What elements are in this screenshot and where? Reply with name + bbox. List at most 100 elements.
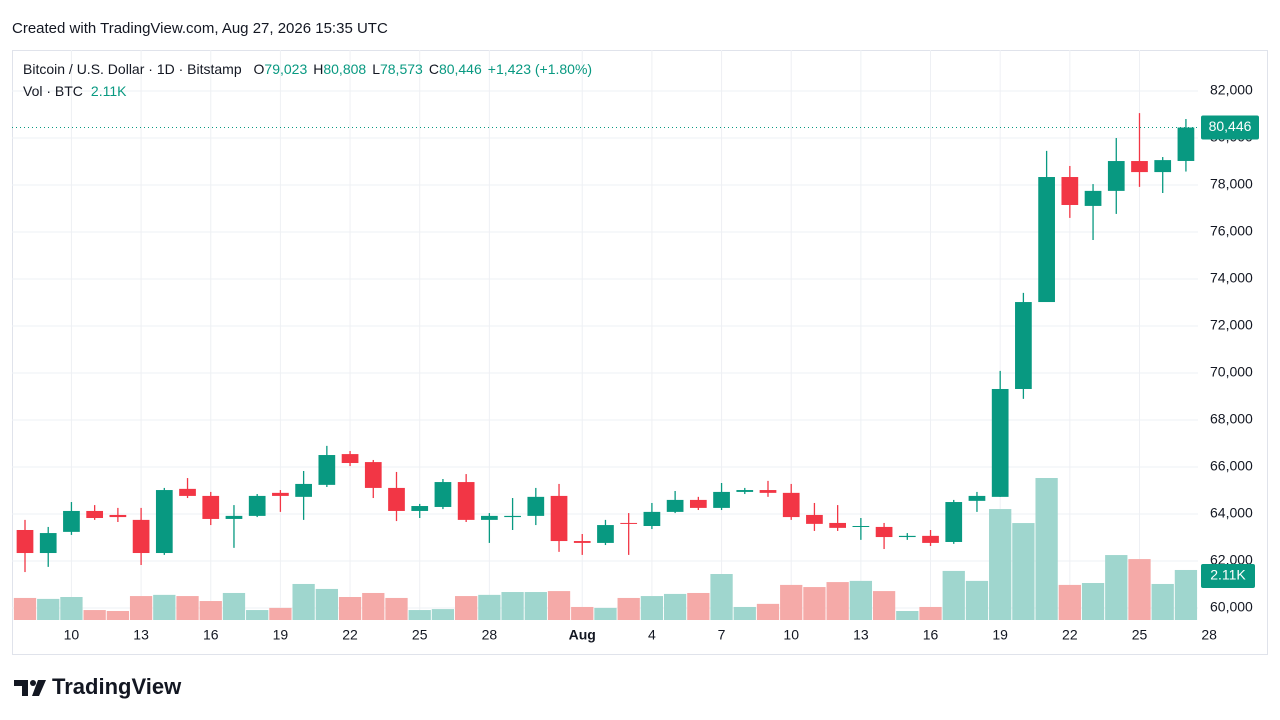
candle-body <box>689 499 707 508</box>
candle-body <box>573 541 591 543</box>
volume-bar <box>849 580 873 620</box>
volume-bar <box>1081 583 1105 620</box>
symbol: Bitcoin / U.S. Dollar · 1D · Bitstamp <box>23 61 242 77</box>
candle-body <box>248 495 266 516</box>
x-tick-label: Aug <box>569 627 596 643</box>
candle-body <box>991 388 1009 497</box>
ohlc-letter: L <box>372 61 380 77</box>
volume-bar <box>687 592 710 620</box>
created-note: Created with TradingView.com, Aug 27, 20… <box>12 20 388 37</box>
volume-bar <box>965 580 989 620</box>
volume-bar <box>1058 584 1081 620</box>
volume-bar <box>37 598 60 620</box>
x-tick-label: 16 <box>923 627 939 643</box>
candle-body <box>829 522 847 528</box>
volume-bar <box>83 610 106 620</box>
volume-bar <box>617 597 640 620</box>
x-tick-label: 28 <box>1201 627 1217 643</box>
volume-bar <box>1174 569 1198 620</box>
volume-bar <box>1012 523 1035 620</box>
ohlc-value: 78,573 <box>379 61 423 77</box>
candle-body <box>86 510 104 519</box>
candle-body <box>666 499 684 512</box>
candle-body <box>16 529 34 554</box>
volume-bar <box>269 607 292 620</box>
x-tick-label: 22 <box>342 627 358 643</box>
legend-row: Bitcoin / U.S. Dollar · 1D · Bitstamp O7… <box>23 61 600 77</box>
y-tick-label: 62,000 <box>1210 552 1253 568</box>
volume-bar <box>1035 478 1058 620</box>
candle-body <box>504 515 521 518</box>
ohlc-value: 80,808 <box>323 61 367 77</box>
y-tick-label: 60,000 <box>1210 599 1253 615</box>
volume-bar <box>338 597 362 620</box>
candle-body <box>1154 160 1172 173</box>
candle-body <box>736 490 754 492</box>
x-tick-label: 4 <box>648 627 656 643</box>
x-tick-label: 13 <box>133 627 149 643</box>
candle-body <box>388 487 405 511</box>
ohlc-letter: H <box>313 61 324 77</box>
y-tick-label: 64,000 <box>1210 505 1253 521</box>
x-tick-label: 19 <box>992 627 1008 643</box>
volume-label-box <box>1201 563 1255 588</box>
volume-bar <box>524 592 547 620</box>
candle-body <box>1061 177 1079 205</box>
candle-body <box>713 491 730 508</box>
candle-body <box>481 515 498 520</box>
x-tick-label: 25 <box>412 627 428 643</box>
candle-body <box>272 492 289 496</box>
volume-bar <box>919 606 942 620</box>
volume-bar <box>176 596 199 620</box>
y-tick-label: 78,000 <box>1210 176 1253 192</box>
volume-bar <box>989 509 1012 620</box>
volume-bar <box>710 574 733 620</box>
ohlc-letter: C <box>428 61 439 77</box>
y-tick-label: 70,000 <box>1210 364 1253 380</box>
candle-body <box>1107 161 1125 191</box>
change: +1,423 (+1.80%) <box>487 61 593 77</box>
y-tick-label: 82,000 <box>1210 82 1253 98</box>
candle-body <box>806 514 823 524</box>
candle-body <box>782 492 800 518</box>
candle-body <box>1131 161 1148 173</box>
candle-body <box>759 490 777 493</box>
candle-body <box>643 511 661 526</box>
volume-bar <box>663 593 687 620</box>
candle-body <box>620 522 638 524</box>
x-tick-label: 7 <box>718 627 726 643</box>
volume-bar <box>385 597 408 620</box>
volume-bar <box>315 588 338 620</box>
candle-body <box>1015 302 1032 389</box>
volume-bar <box>571 606 594 620</box>
y-tick-label: 66,000 <box>1210 458 1253 474</box>
volume-bar <box>153 594 176 620</box>
candle-body <box>39 533 57 554</box>
x-tick-label: 10 <box>64 627 80 643</box>
volume-bar <box>872 591 896 620</box>
candle-body <box>63 510 80 532</box>
vol-value: 2.11K <box>90 83 127 99</box>
x-tick-label: 25 <box>1132 627 1148 643</box>
candle-body <box>1084 190 1102 206</box>
x-tick-label: 10 <box>783 627 799 643</box>
volume-bar <box>199 601 222 620</box>
volume-bar <box>780 584 803 620</box>
candle-body <box>155 490 173 554</box>
candle-body <box>597 525 614 543</box>
volume-bar <box>1151 583 1174 620</box>
volume-bar <box>431 609 455 620</box>
candle-body <box>922 535 939 543</box>
volume-bar <box>60 597 83 620</box>
volume-label: 2.11K <box>1210 567 1246 583</box>
candle-body <box>968 495 986 501</box>
volume-bar <box>106 610 130 620</box>
candle-body <box>318 455 336 485</box>
volume-bar <box>756 603 780 620</box>
candle-body <box>875 526 893 538</box>
volume-bar <box>896 610 919 620</box>
price-label: 80,446 <box>1209 118 1252 134</box>
volume-bar <box>13 597 37 620</box>
